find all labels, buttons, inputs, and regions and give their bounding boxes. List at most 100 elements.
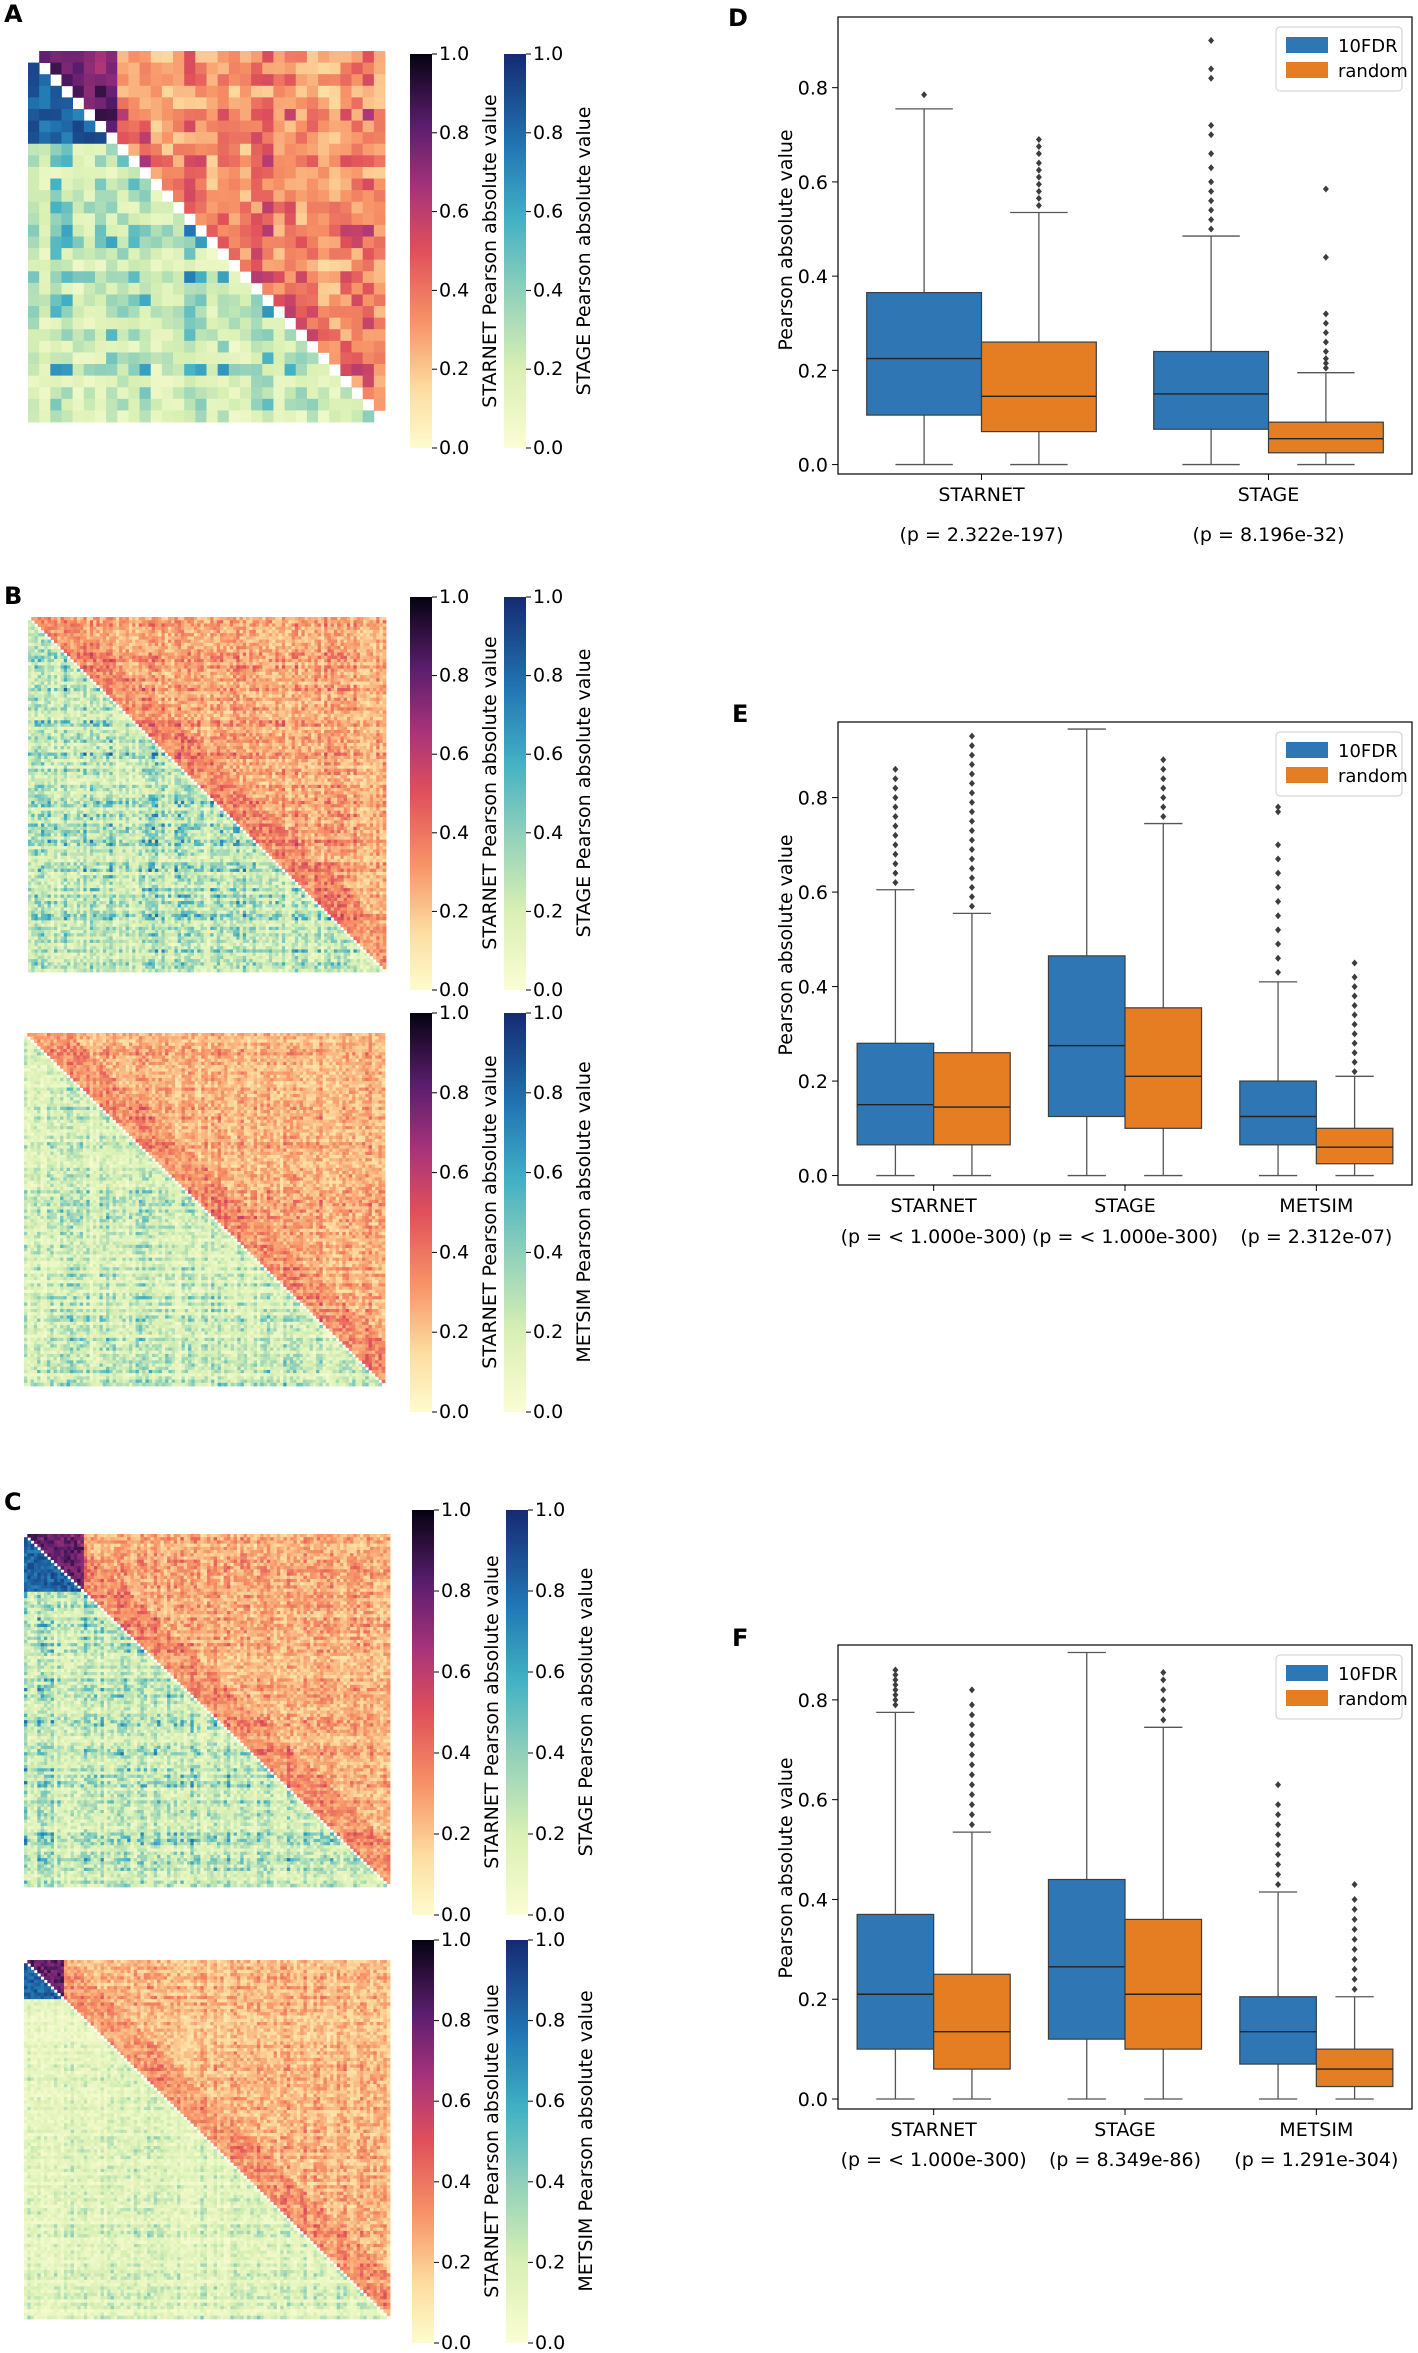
heatmap-cell: [128, 109, 140, 121]
heatmap-cell: [329, 190, 341, 202]
heatmap-cell: [273, 329, 285, 341]
heatmap-cell: [128, 237, 140, 249]
heatmap-cell: [128, 74, 140, 86]
heatmap-cell: [329, 318, 341, 330]
heatmap-cell: [61, 306, 73, 318]
heatmap-cell: [240, 260, 252, 272]
heatmap-cell: [117, 364, 129, 376]
heatmap-cell: [296, 271, 308, 283]
heatmap-cell: [28, 283, 40, 295]
heatmap-cell: [352, 63, 364, 75]
heatmap-cell: [352, 352, 364, 364]
panel-label-b: B: [4, 582, 22, 610]
heatmap-cell: [140, 329, 152, 341]
heatmap-cell: [50, 132, 62, 144]
heatmap-cell: [151, 109, 163, 121]
heatmap-cell: [318, 144, 330, 156]
heatmap-cell: [307, 86, 319, 98]
heatmap-cell: [140, 202, 152, 214]
heatmap-cell: [117, 167, 129, 179]
heatmap-cell: [340, 341, 352, 353]
heatmap-cell: [195, 341, 207, 353]
heatmap-cell: [251, 179, 263, 191]
heatmap-cell: [151, 294, 163, 306]
heatmap-cell: [128, 271, 140, 283]
heatmap-cell: [207, 271, 219, 283]
heatmap-cell: [374, 190, 386, 202]
heatmap-cell: [240, 63, 252, 75]
heatmap-cell: [61, 63, 73, 75]
heatmap-cell: [195, 260, 207, 272]
heatmap-cell: [207, 248, 219, 260]
heatmap-cell: [285, 202, 297, 214]
heatmap-cell: [285, 63, 297, 75]
heatmap-cell: [128, 294, 140, 306]
heatmap-cell: [61, 97, 73, 109]
heatmap-cell: [84, 318, 96, 330]
heatmap-cell: [195, 132, 207, 144]
heatmap-cell: [307, 306, 319, 318]
heatmap-cell: [285, 132, 297, 144]
heatmap-cell: [374, 74, 386, 86]
heatmap-cell: [240, 248, 252, 260]
heatmap-cell: [340, 225, 352, 237]
heatmap-cell: [273, 74, 285, 86]
heatmap-cell: [128, 97, 140, 109]
heatmap-cell: [50, 202, 62, 214]
heatmap-cell: [207, 341, 219, 353]
heatmap-cell: [207, 167, 219, 179]
heatmap-a: 0.00.20.40.60.81.0 STARNET Pearson absol…: [28, 43, 595, 459]
heatmap-cell: [374, 202, 386, 214]
heatmap-cell: [39, 97, 51, 109]
heatmap-cell: [140, 364, 152, 376]
heatmap-cell: [28, 86, 40, 98]
heatmap-cell: [363, 97, 375, 109]
heatmap-cell: [329, 283, 341, 295]
heatmap-cell: [374, 271, 386, 283]
heatmap-cell: [352, 190, 364, 202]
heatmap-cell: [307, 260, 319, 272]
heatmap-cell: [50, 97, 62, 109]
heatmap-cell: [285, 271, 297, 283]
heatmap-cell: [262, 306, 274, 318]
heatmap-cell: [207, 294, 219, 306]
heatmap-cell: [106, 155, 118, 167]
heatmap-cell: [195, 318, 207, 330]
heatmap-cell: [184, 155, 196, 167]
heatmap-cell: [262, 271, 274, 283]
heatmap-cell: [340, 144, 352, 156]
heatmap-cell: [262, 51, 274, 63]
heatmap-cell: [218, 74, 230, 86]
heatmap-cell: [84, 63, 96, 75]
heatmap-cell: [240, 329, 252, 341]
heatmap-cell: [95, 155, 107, 167]
heatmap-cell: [151, 190, 163, 202]
heatmap-cell: [173, 213, 185, 225]
heatmap-cell: [28, 225, 40, 237]
heatmap-cell: [195, 352, 207, 364]
heatmap-cell: [363, 225, 375, 237]
heatmap-cell: [28, 294, 40, 306]
heatmap-cell: [240, 155, 252, 167]
heatmap-cell: [340, 248, 352, 260]
heatmap-cell: [374, 132, 386, 144]
heatmap-cell: [195, 179, 207, 191]
heatmap-cell: [307, 63, 319, 75]
heatmap-cell: [285, 97, 297, 109]
heatmap-cell: [229, 202, 241, 214]
heatmap-cell: [151, 97, 163, 109]
heatmap-cell: [352, 225, 364, 237]
heatmap-cell: [251, 51, 263, 63]
heatmap-cell: [307, 109, 319, 121]
heatmap-cell: [262, 109, 274, 121]
heatmap-cell: [240, 306, 252, 318]
heatmap-cell: [61, 179, 73, 191]
heatmap-cell: [363, 144, 375, 156]
heatmap-cell: [340, 167, 352, 179]
heatmap-cell: [340, 86, 352, 98]
heatmap-cell: [151, 225, 163, 237]
heatmap-cell: [195, 144, 207, 156]
heatmap-cell: [173, 179, 185, 191]
heatmap-cell: [128, 260, 140, 272]
heatmap-cell: [218, 271, 230, 283]
